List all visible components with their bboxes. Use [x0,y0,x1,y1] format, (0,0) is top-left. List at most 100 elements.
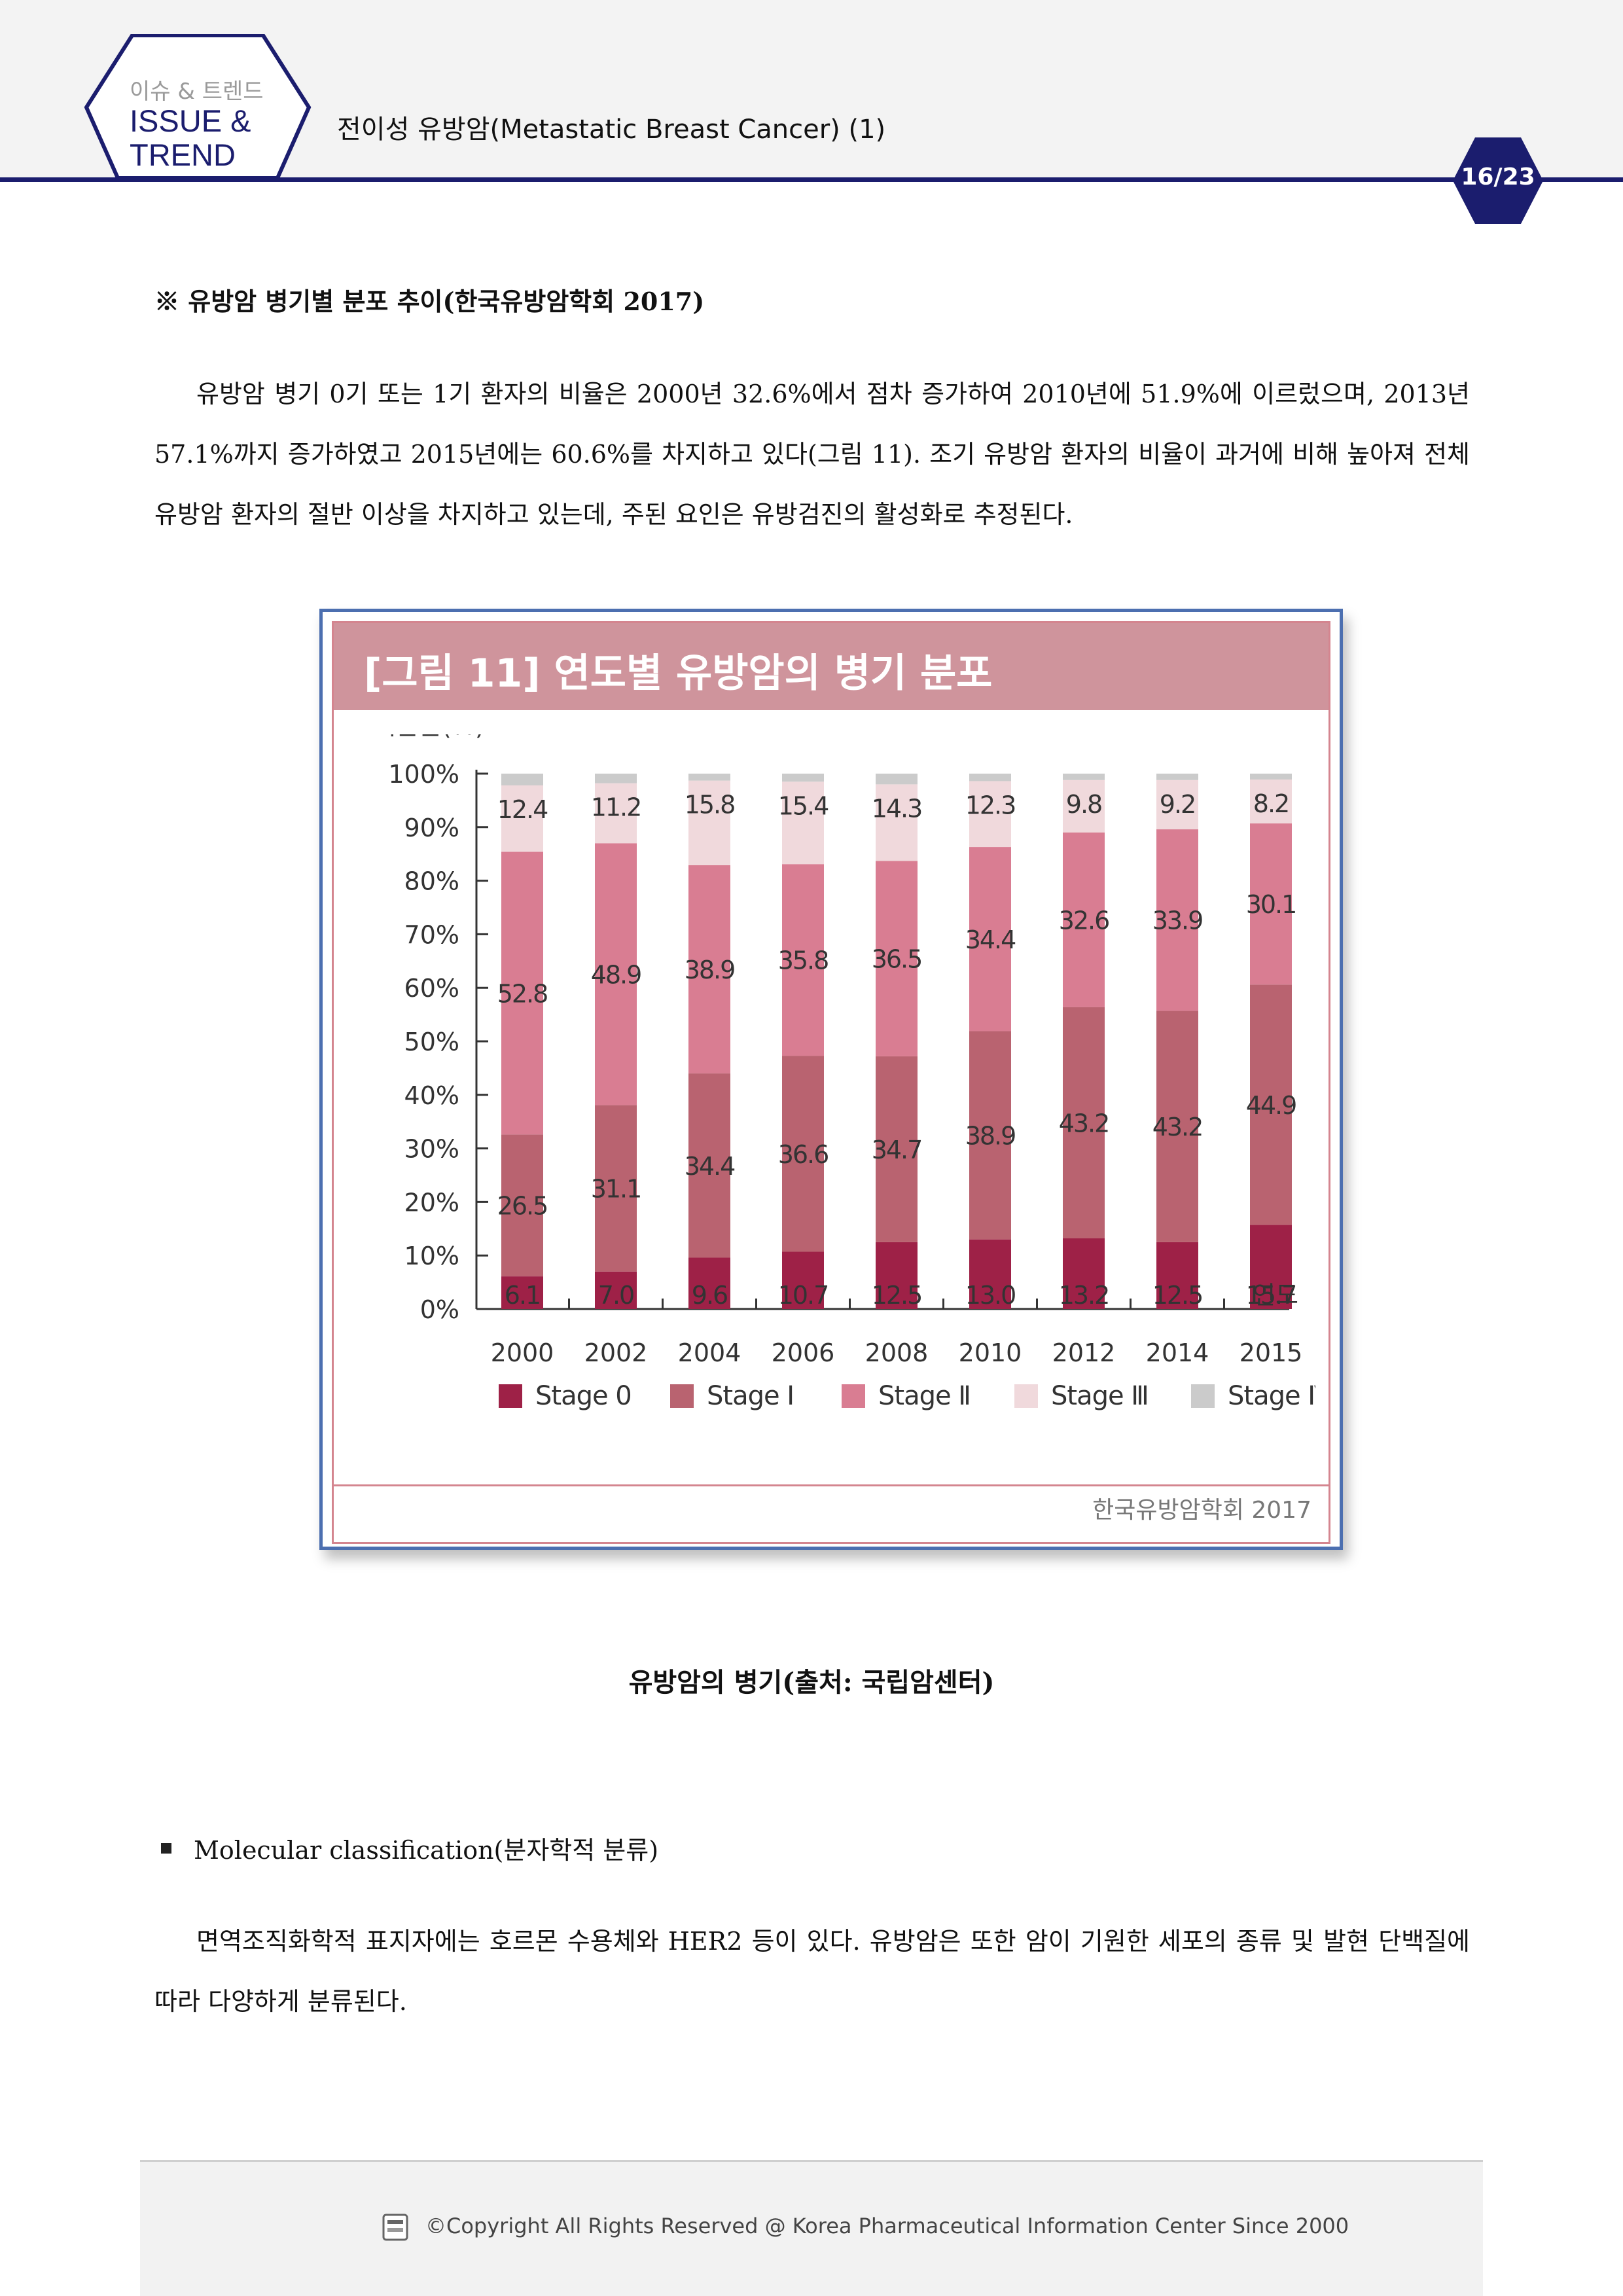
x-axis-label: 연도 [1253,1281,1298,1310]
data-label: 30.1 [1246,890,1296,919]
bar-segment [969,1031,1011,1240]
legend-label: Stage Ⅰ [707,1381,794,1411]
bullet-icon [161,1843,171,1854]
data-label: 10.7 [778,1281,829,1310]
bar-segment [595,774,637,783]
legend-label: Stage Ⅱ [878,1381,971,1411]
data-label: 7.0 [598,1281,633,1310]
data-label: 13.2 [1059,1281,1109,1310]
bar-segment [1063,780,1105,833]
bar-segment [876,784,918,861]
bar-segment [1156,1242,1198,1309]
bar-segment [1156,774,1198,780]
bar-segment [876,861,918,1056]
data-label: 31.1 [591,1175,641,1204]
section-heading: ※ 유방암 병기별 분포 추이(한국유방암학회 2017) [154,287,705,316]
bar-segment [595,1105,637,1272]
y-tick-label: 50% [404,1028,459,1056]
x-tick-label: 2008 [865,1338,929,1367]
issue-trend-logo [84,34,312,180]
data-label: 15.4 [778,791,829,820]
bar-segment [501,774,543,785]
bar-segment [688,780,730,865]
bar-segment [1250,774,1292,780]
bar-segment [782,864,824,1056]
legend-swatch [499,1384,522,1408]
bar-segment [876,1242,918,1309]
legend-label: Stage 0 [535,1381,632,1411]
y-tick-label: 90% [404,814,459,842]
figure-title-bar: [그림 11] 연도별 유방암의 병기 분포 [334,623,1329,710]
footer-divider [140,2160,1483,2162]
data-label: 34.7 [872,1136,922,1164]
data-label: 44.9 [1246,1091,1296,1120]
y-axis-label: 백분율(%) [373,734,485,740]
data-label: 48.9 [591,960,641,989]
bar-segment [501,1276,543,1309]
data-label: 35.8 [778,946,829,975]
logo-korean-text: 이슈 & 트렌드 [130,79,264,105]
body-paragraph: 유방암 병기 0기 또는 1기 환자의 비율은 2000년 32.6%에서 점차… [154,364,1470,545]
bar-segment [969,1239,1011,1309]
x-tick-label: 2006 [772,1338,835,1367]
bar-segment [501,852,543,1135]
bar-segment [1063,1007,1105,1239]
y-tick-label: 0% [420,1295,459,1324]
legend-label: Stage Ⅲ [1051,1381,1149,1411]
data-label: 11.2 [591,793,641,822]
bar-segment [595,1271,637,1309]
legend-swatch [842,1384,865,1408]
bar-segment [876,1056,918,1242]
bar-segment [501,785,543,852]
bar-segment [1063,1238,1105,1309]
data-label: 32.6 [1059,906,1109,935]
bar-segment [969,847,1011,1031]
data-label: 43.2 [1059,1109,1109,1138]
logo-trend-text: TREND [130,137,236,172]
figure-stage-distribution: [그림 11] 연도별 유방암의 병기 분포 백분율(%) 0% 10% 20% 30%… [319,609,1343,1550]
data-label: 38.9 [965,1122,1016,1151]
y-tick-label: 80% [404,867,459,896]
bar-segment [688,865,730,1074]
figure-source: 한국유방암학회 2017 [1092,1497,1311,1524]
data-label: 14.3 [872,794,922,823]
y-tick-label: 70% [404,920,459,949]
document-title: 전이성 유방암(Metastatic Breast Cancer) (1) [337,115,886,145]
x-tick-label: 2004 [678,1338,741,1367]
bar-segment [1156,829,1198,1011]
kpic-emblem-icon [382,2214,408,2241]
data-label: 12.4 [497,795,548,824]
bar-segment [595,843,637,1105]
y-tick-label: 40% [404,1081,459,1110]
data-label: 12.3 [965,791,1016,819]
bar-segment [969,781,1011,848]
bar-segment [1250,984,1292,1225]
data-label: 38.9 [685,956,735,984]
bar-segment [595,783,637,844]
data-label: 34.4 [685,1152,735,1181]
data-label: 13.0 [965,1281,1016,1310]
stacked-bar-chart: 백분율(%) 0% 10% 20% 30% 40% 50% 60% 70% 80% 90% 100% 6… [373,734,1315,1411]
logo-issue-text: ISSUE & [130,103,251,138]
figure-title: [그림 11] 연도별 유방암의 병기 분포 [364,651,993,696]
x-tick-label: 2012 [1052,1338,1116,1367]
bar-segment [1156,780,1198,830]
legend-swatch [1014,1384,1038,1408]
figure-caption: 유방암의 병기(출처: 국립암센터) [628,1667,995,1698]
data-label: 12.5 [872,1281,922,1310]
data-label: 15.7 [1246,1281,1296,1310]
x-tick-label: 2000 [491,1338,554,1367]
data-label: 36.6 [778,1140,829,1169]
bar-segment [501,1134,543,1277]
data-label: 9.6 [692,1281,727,1310]
bar-segment [688,774,730,781]
figure-frame: [그림 11] 연도별 유방암의 병기 분포 백분율(%) 0% 10% 20% 30%… [332,621,1330,1544]
bar-segment [1063,832,1105,1007]
paragraph-text: 유방암 병기 0기 또는 1기 환자의 비율은 2000년 32.6%에서 점차… [154,380,1470,529]
data-label: 34.4 [965,925,1016,954]
y-tick-label: 100% [388,760,459,789]
legend-label: Stage Ⅳ [1228,1381,1315,1411]
y-tick-label: 30% [404,1135,459,1164]
data-label: 36.5 [872,945,922,974]
data-label: 9.8 [1066,790,1101,819]
